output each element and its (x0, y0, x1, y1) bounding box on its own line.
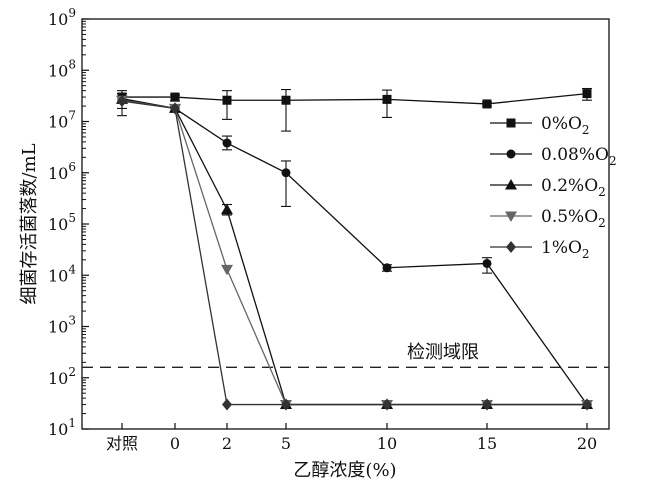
data-point (281, 398, 291, 411)
data-point (221, 264, 233, 276)
series-4 (116, 95, 593, 411)
legend-label: 0.2%O2 (541, 176, 606, 199)
y-tick-label: 106 (48, 160, 76, 183)
series-2 (117, 93, 592, 410)
x-tick-label: 20 (577, 434, 597, 453)
x-tick-labels: 对照 0 2 5 10 15 20 (106, 434, 597, 453)
legend-item: 0.2%O2 (490, 176, 606, 199)
data-point (281, 168, 291, 178)
y-tick-label: 101 (48, 416, 76, 439)
y-tick-label: 104 (48, 262, 76, 285)
y-tick-label: 108 (48, 57, 76, 80)
x-tick-label: 0 (170, 434, 180, 453)
y-tick-label: 102 (48, 365, 76, 388)
data-point (482, 398, 492, 411)
data-point (222, 398, 232, 411)
series-5 (117, 95, 592, 411)
x-tick-label: 5 (281, 434, 291, 453)
data-point (117, 95, 127, 108)
series-line (121, 100, 587, 406)
data-point (222, 95, 232, 105)
y-tick-label: 109 (48, 6, 76, 29)
detection-limit-label: 检测域限 (407, 342, 479, 363)
legend-label: 0.08%O2 (541, 145, 617, 168)
legend-label: 1%O2 (541, 238, 590, 261)
data-point (221, 203, 233, 215)
y-axis-title: 细菌存活菌落数/mL (19, 143, 40, 304)
legend-item: 1%O2 (490, 238, 590, 261)
y-tick-labels: 101 102 103 104 105 106 107 108 109 (48, 6, 76, 439)
data-point (482, 99, 492, 109)
legend-item: 0.08%O2 (490, 145, 617, 168)
axis-ticks (82, 18, 588, 430)
y-tick-label: 105 (48, 211, 76, 234)
legend-item: 0.5%O2 (490, 207, 606, 230)
legend-marker (506, 118, 516, 128)
legend: 0%O2 0.08%O2 0.2%O2 0.5%O2 1%O2 (490, 114, 617, 261)
series-1 (117, 87, 592, 132)
legend-marker (505, 179, 517, 190)
data-point (582, 89, 592, 99)
legend-label: 0%O2 (541, 114, 590, 137)
series-line (121, 98, 587, 406)
data-point (170, 102, 180, 115)
series-line (122, 92, 588, 105)
data-point (382, 263, 392, 273)
y-tick-label: 107 (48, 109, 76, 132)
legend-marker (506, 149, 516, 159)
data-point (170, 92, 180, 102)
legend-marker (505, 211, 517, 222)
data-point (222, 138, 232, 148)
x-tick-label: 2 (222, 434, 232, 453)
data-point (582, 398, 592, 411)
data-point (281, 95, 291, 105)
data-point (382, 398, 392, 411)
series-line (121, 99, 587, 406)
data-point (482, 258, 492, 268)
x-tick-label: 15 (477, 434, 497, 453)
series-line (121, 97, 588, 405)
x-tick-label: 10 (377, 434, 397, 453)
data-point (382, 94, 392, 104)
x-axis-title: 乙醇浓度(%) (293, 460, 396, 481)
legend-label: 0.5%O2 (541, 207, 606, 230)
legend-marker (506, 241, 516, 253)
series-3 (116, 93, 593, 410)
series-layer (116, 87, 593, 411)
x-tick-label: 对照 (106, 434, 138, 453)
legend-item: 0%O2 (490, 114, 590, 137)
y-tick-label: 103 (48, 314, 76, 337)
